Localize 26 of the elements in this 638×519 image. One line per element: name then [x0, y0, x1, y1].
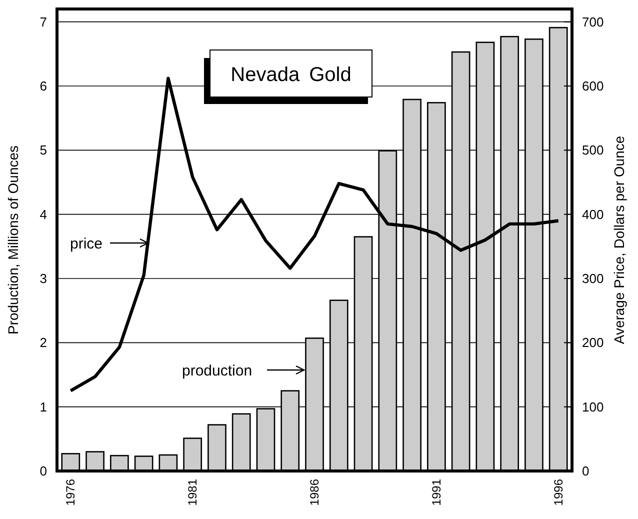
y-tick-label: 4 [40, 206, 47, 222]
y-tick-label: 2 [40, 335, 47, 350]
x-tick-label: 1986 [308, 478, 322, 506]
y2-tick-label: 0 [582, 464, 590, 479]
x-tick-label: 1991 [429, 478, 444, 506]
x-tick-label: 1996 [551, 478, 566, 506]
legend-label: production [182, 362, 252, 380]
x-tick-label: 1976 [64, 478, 78, 506]
y2-tick-label: 500 [582, 142, 604, 158]
y2-tick-label: 100 [582, 399, 604, 414]
y-axis-title: Production, Millions of Ounces [5, 145, 21, 335]
legend-label: price [70, 235, 103, 252]
y-tick-label: 1 [40, 399, 47, 414]
y2-tick-label: 400 [582, 206, 604, 222]
y-tick-label: 6 [40, 78, 47, 94]
y-tick-label: 5 [40, 142, 47, 158]
y2-tick-label: 300 [582, 271, 604, 286]
y2-axis-title: Average Price, Dollars per Ounce [611, 136, 627, 344]
y2-tick-label: 700 [582, 14, 604, 30]
y-tick-label: 3 [40, 271, 47, 286]
y2-tick-label: 200 [582, 335, 604, 350]
y-tick-label: 7 [40, 14, 47, 30]
y2-tick-label: 600 [582, 78, 604, 94]
x-tick-label: 1981 [186, 478, 200, 506]
y-tick-label: 0 [40, 464, 47, 479]
text: Nevada Gold [230, 64, 352, 86]
